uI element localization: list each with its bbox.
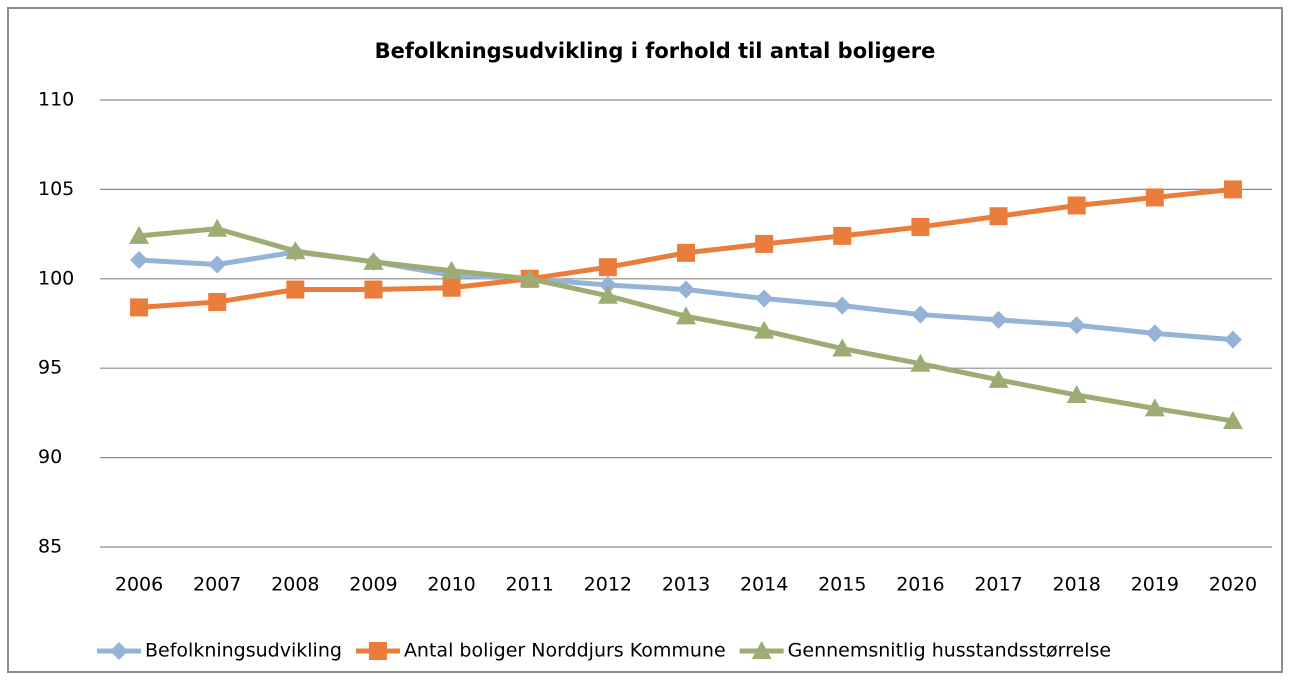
legend-label: Antal boliger Norddjurs Kommune [404, 640, 726, 662]
y-tick-label: 110 [38, 89, 74, 111]
y-tick-label: 95 [38, 357, 62, 379]
data-point [1067, 316, 1086, 335]
data-point [832, 338, 853, 357]
data-point [597, 285, 618, 304]
x-tick-label: 2012 [584, 574, 632, 596]
data-point [519, 268, 540, 287]
data-point [677, 280, 695, 299]
data-point [989, 310, 1008, 329]
y-tick-label: 85 [38, 536, 62, 558]
data-point [989, 207, 1008, 226]
data-point [1067, 196, 1086, 215]
x-tick-label: 2013 [662, 574, 710, 596]
data-point [677, 243, 695, 262]
data-point [1144, 398, 1165, 417]
x-tick-label: 2006 [115, 574, 163, 596]
data-point [363, 251, 384, 270]
x-tick-label: 2008 [271, 574, 319, 596]
x-tick-label: 2019 [1131, 574, 1179, 596]
data-point [1145, 324, 1164, 343]
data-point [598, 258, 617, 277]
x-tick-label: 2007 [193, 574, 241, 596]
data-point [598, 276, 617, 295]
x-tick-label: 2011 [506, 574, 554, 596]
x-tick-label: 2020 [1209, 574, 1257, 596]
x-tick-label: 2014 [740, 574, 788, 596]
x-tick-label: 2018 [1052, 574, 1100, 596]
data-point [754, 320, 775, 339]
x-tick-label: 2010 [427, 574, 475, 596]
data-point [911, 217, 930, 236]
data-point [129, 225, 150, 244]
data-point [1066, 385, 1087, 404]
data-point [833, 226, 852, 245]
data-point [130, 251, 149, 270]
data-point [988, 369, 1009, 388]
data-point [755, 234, 774, 253]
data-point [1222, 410, 1243, 429]
data-point [207, 218, 228, 237]
data-point [1223, 330, 1242, 349]
y-tick-label: 90 [38, 446, 62, 468]
data-point [208, 293, 227, 312]
data-point [130, 298, 149, 317]
data-point [208, 255, 227, 274]
data-point [911, 305, 930, 324]
x-tick-label: 2015 [818, 574, 866, 596]
data-point [1223, 180, 1242, 199]
data-point [285, 241, 306, 260]
data-point [364, 280, 383, 299]
legend-marker [751, 641, 772, 659]
x-tick-label: 2009 [349, 574, 397, 596]
data-point [1145, 188, 1164, 207]
chart-title: Befolkningsudvikling i forhold til antal… [375, 39, 936, 63]
data-point [441, 260, 462, 279]
y-tick-label: 100 [38, 267, 74, 289]
chart-border [7, 7, 1283, 673]
legend-marker [110, 642, 128, 660]
data-point [755, 289, 774, 308]
data-point [833, 296, 852, 315]
x-tick-label: 2017 [974, 574, 1022, 596]
legend-label: Gennemsnitlig husstandsstørrelse [788, 640, 1111, 662]
x-tick-label: 2016 [896, 574, 944, 596]
legend-label: Befolkningsudvikling [145, 640, 342, 662]
data-point [286, 280, 305, 299]
y-tick-label: 105 [38, 178, 74, 200]
data-point [910, 353, 931, 372]
data-point [676, 306, 696, 325]
data-point [442, 278, 461, 297]
legend-marker [368, 642, 387, 660]
